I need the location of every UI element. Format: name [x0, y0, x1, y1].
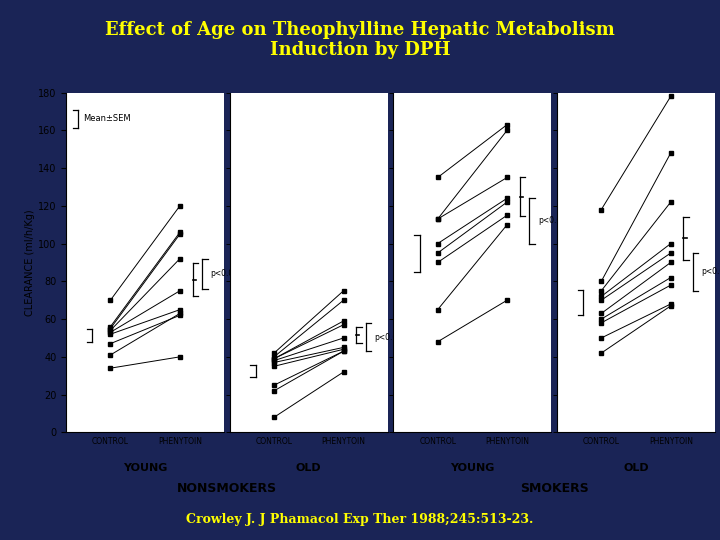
Text: NONSMOKERS: NONSMOKERS [177, 482, 277, 495]
Text: p<0.005: p<0.005 [211, 269, 243, 278]
Text: SMOKERS: SMOKERS [520, 482, 588, 495]
Text: OLD: OLD [624, 463, 649, 473]
Text: p<0.001: p<0.001 [701, 267, 720, 276]
Text: p<0.001: p<0.001 [538, 217, 571, 225]
Text: OLD: OLD [296, 463, 322, 473]
Text: Effect of Age on Theophylline Hepatic Metabolism
Induction by DPH: Effect of Age on Theophylline Hepatic Me… [105, 21, 615, 59]
Text: YOUNG: YOUNG [450, 463, 495, 473]
Text: Crowley J. J Phamacol Exp Ther 1988;245:513-23.: Crowley J. J Phamacol Exp Ther 1988;245:… [186, 513, 534, 526]
Text: Mean±SEM: Mean±SEM [83, 114, 130, 124]
Text: p<0.001: p<0.001 [374, 333, 408, 341]
Y-axis label: CLEARANCE (ml/h/Kg): CLEARANCE (ml/h/Kg) [25, 209, 35, 316]
Text: YOUNG: YOUNG [123, 463, 167, 473]
